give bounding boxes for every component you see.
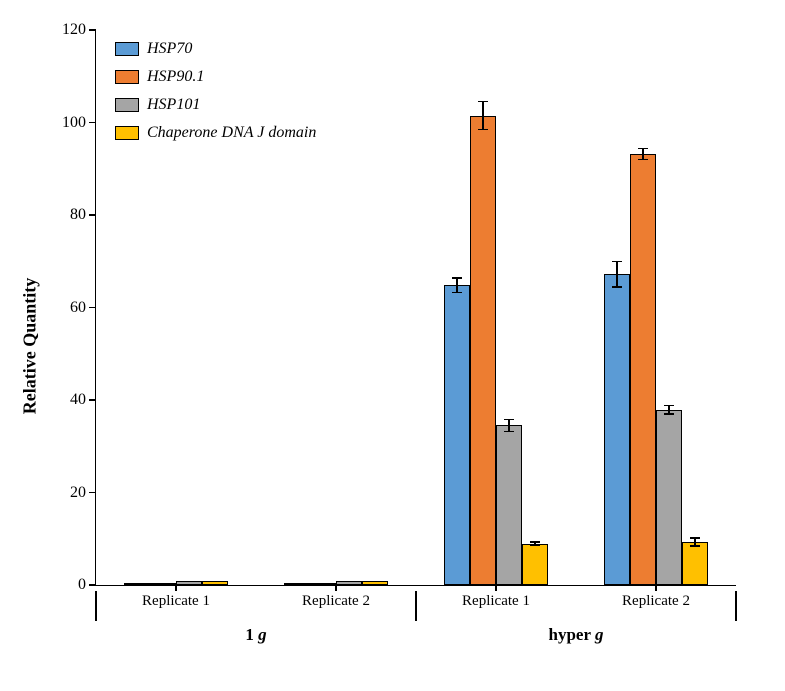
- errorbar-cap: [452, 292, 462, 294]
- legend-swatch: [115, 98, 139, 112]
- x-tick: [655, 585, 657, 591]
- errorbar-cap: [530, 545, 540, 547]
- errorbar-cap: [452, 277, 462, 279]
- bar-chap: [522, 544, 548, 585]
- errorbar-cap: [478, 101, 488, 103]
- bar-hsp70: [124, 583, 150, 585]
- errorbar-cap: [690, 545, 700, 547]
- y-tick-label: 120: [62, 21, 86, 39]
- legend-swatch: [115, 126, 139, 140]
- bar-hsp101: [336, 581, 362, 585]
- x-tick: [175, 585, 177, 591]
- bar-hsp101: [496, 425, 522, 585]
- legend-label: HSP90.1: [147, 68, 204, 86]
- y-tick: [89, 29, 96, 31]
- legend-swatch: [115, 42, 139, 56]
- legend: HSP70 HSP90.1 HSP101 Chaperone DNA J domain: [115, 40, 316, 152]
- legend-item: Chaperone DNA J domain: [115, 124, 316, 142]
- bar-hsp70: [604, 274, 630, 585]
- errorbar-cap: [612, 261, 622, 263]
- y-tick: [89, 399, 96, 401]
- bar-hsp101: [656, 410, 682, 585]
- errorbar-cap: [530, 541, 540, 543]
- y-tick: [89, 122, 96, 124]
- bar-hsp70: [444, 285, 470, 585]
- errorbar-cap: [638, 159, 648, 161]
- errorbar-cap: [504, 419, 514, 421]
- x-group-tick: [415, 591, 417, 621]
- errorbar-cap: [690, 537, 700, 539]
- legend-label: HSP101: [147, 96, 200, 114]
- y-axis-title: Relative Quantity: [20, 277, 41, 414]
- y-tick-label: 80: [70, 206, 86, 224]
- bar-hsp901: [470, 116, 496, 585]
- y-tick-label: 40: [70, 391, 86, 409]
- errorbar-stem: [482, 102, 484, 130]
- x-replicate-label: Replicate 2: [622, 593, 690, 610]
- legend-label: HSP70: [147, 40, 192, 58]
- errorbar-stem: [508, 419, 510, 431]
- y-tick-label: 0: [78, 576, 86, 594]
- y-tick: [89, 214, 96, 216]
- errorbar-cap: [504, 431, 514, 433]
- x-replicate-label: Replicate 2: [302, 593, 370, 610]
- x-group-label: hyper g: [549, 625, 604, 645]
- x-tick: [495, 585, 497, 591]
- legend-item: HSP101: [115, 96, 316, 114]
- x-group-label: 1 g: [245, 625, 266, 645]
- errorbar-cap: [478, 129, 488, 131]
- y-tick-label: 60: [70, 299, 86, 317]
- bar-hsp901: [150, 583, 176, 585]
- errorbar-stem: [616, 261, 618, 287]
- y-tick: [89, 492, 96, 494]
- bar-hsp70: [284, 583, 310, 585]
- bar-hsp101: [176, 581, 202, 585]
- errorbar-stem: [456, 278, 458, 293]
- bar-chap: [202, 581, 228, 585]
- legend-item: HSP90.1: [115, 68, 316, 86]
- bar-chap: [682, 542, 708, 585]
- x-replicate-label: Replicate 1: [142, 593, 210, 610]
- errorbar-cap: [638, 148, 648, 150]
- legend-label: Chaperone DNA J domain: [147, 124, 316, 142]
- bar-hsp901: [310, 583, 336, 585]
- y-tick-label: 100: [62, 114, 86, 132]
- legend-item: HSP70: [115, 40, 316, 58]
- errorbar-cap: [612, 286, 622, 288]
- y-tick: [89, 307, 96, 309]
- x-group-tick: [735, 591, 737, 621]
- bar-hsp901: [630, 154, 656, 585]
- x-tick: [335, 585, 337, 591]
- x-group-tick: [95, 591, 97, 621]
- errorbar-cap: [664, 405, 674, 407]
- legend-swatch: [115, 70, 139, 84]
- bar-chap: [362, 581, 388, 585]
- y-tick: [89, 584, 96, 586]
- chart-container: Relative Quantity 0 20 40 60 80 100 120 Replica…: [0, 0, 785, 691]
- errorbar-cap: [664, 413, 674, 415]
- y-tick-label: 20: [70, 484, 86, 502]
- x-replicate-label: Replicate 1: [462, 593, 530, 610]
